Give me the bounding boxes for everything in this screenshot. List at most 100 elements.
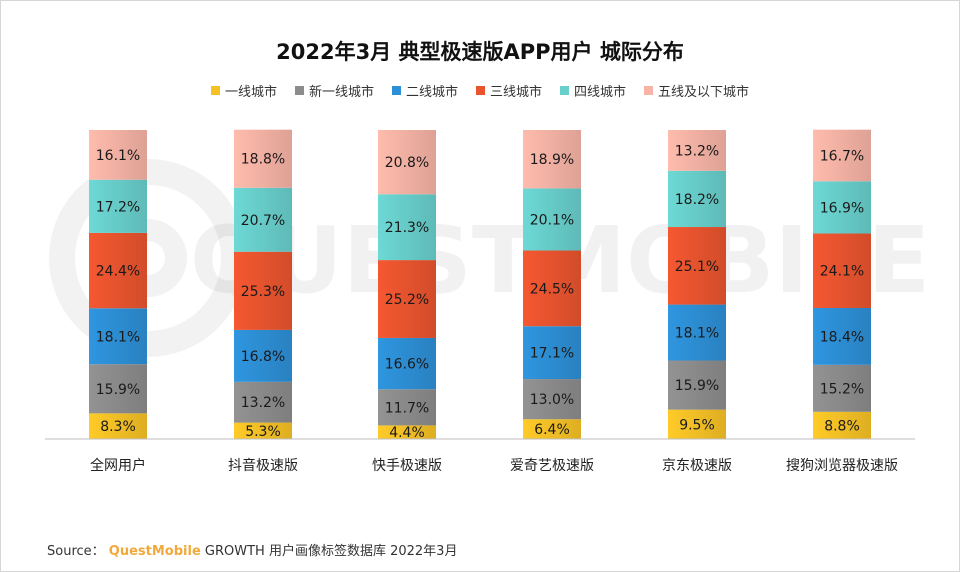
legend-label: 二线城市: [405, 85, 458, 100]
legend-item: 三线城市: [476, 81, 542, 100]
data-label: 18.1%: [675, 326, 719, 342]
data-label: 18.2%: [675, 192, 719, 208]
source-note: Source： QuestMobile GROWTH 用户画像标签数据库 202…: [47, 540, 457, 559]
bar-segment: [813, 364, 871, 412]
legend-label: 三线城市: [490, 85, 543, 100]
data-label: 18.8%: [241, 152, 285, 168]
source-brand: QuestMobile: [108, 544, 201, 559]
source-prefix: Source：: [47, 544, 105, 559]
data-label: 20.7%: [241, 213, 285, 229]
legend-swatch: [644, 86, 654, 95]
data-label: 5.3%: [245, 424, 281, 440]
data-label: 16.7%: [820, 148, 864, 164]
legend-item: 四线城市: [560, 81, 626, 100]
x-tick-label: 快手极速版: [372, 458, 442, 474]
legend-swatch: [294, 86, 304, 95]
bar-segment: [668, 409, 726, 439]
data-label: 17.1%: [530, 346, 574, 362]
data-label: 6.4%: [534, 422, 570, 438]
bar-segment: [378, 389, 436, 426]
bar-segment: [234, 422, 292, 439]
x-tick-label: 爱奇艺极速版: [510, 457, 594, 474]
bar-segment: [813, 411, 871, 439]
data-label: 20.8%: [385, 155, 429, 171]
data-label: 16.8%: [241, 349, 285, 365]
bar-segment: [668, 170, 726, 228]
legend-label: 四线城市: [574, 85, 627, 100]
data-label: 18.1%: [96, 329, 140, 345]
bar-segment: [378, 130, 436, 195]
data-label: 16.1%: [96, 148, 140, 164]
data-label: 17.2%: [96, 199, 140, 215]
data-label: 8.3%: [100, 419, 136, 435]
data-label: 8.8%: [824, 418, 860, 434]
data-label: 15.9%: [675, 378, 719, 394]
data-label: 21.3%: [385, 220, 429, 236]
data-label: 25.2%: [385, 292, 429, 308]
data-label: 18.9%: [530, 152, 574, 168]
x-tick-label: 京东极速版: [662, 458, 732, 474]
legend-swatch: [476, 86, 485, 95]
chart-legend: 一线城市 新一线城市 二线城市 三线城市 四线城市 五线及以下城市: [0, 81, 960, 100]
bar-segment: [89, 130, 147, 180]
bar-segment: [378, 260, 436, 338]
data-label: 15.9%: [96, 382, 140, 398]
data-label: 20.1%: [530, 212, 574, 228]
source-text: GROWTH 用户画像标签数据库 2022年3月: [204, 544, 458, 559]
legend-swatch: [391, 86, 401, 95]
bar-segment: [234, 251, 292, 330]
bar-segment: [89, 308, 147, 365]
legend-label: 一线城市: [224, 85, 277, 100]
bar-segment: [89, 179, 147, 233]
data-label: 16.9%: [820, 200, 864, 216]
x-tick-label: 抖音极速版: [228, 457, 298, 474]
bar-segment: [234, 187, 292, 252]
bar-segment: [378, 194, 436, 261]
bar-segment: [813, 233, 871, 308]
bar-segment: [668, 227, 726, 305]
bar-segment: [668, 130, 726, 171]
bar-segment: [813, 307, 871, 365]
bar-segment: [89, 232, 147, 309]
data-label: 13.0%: [530, 392, 574, 408]
x-tick-label: 搜狗浏览器极速版: [786, 458, 898, 474]
bar-segment: [378, 425, 436, 439]
data-label: 24.5%: [530, 281, 574, 297]
data-label: 11.7%: [385, 400, 429, 416]
legend-swatch: [210, 86, 220, 95]
data-label: 13.2%: [241, 395, 285, 411]
data-label: 4.4%: [389, 425, 425, 441]
data-label: 18.4%: [820, 329, 864, 345]
bar-segment: [523, 379, 581, 420]
data-label: 13.2%: [675, 143, 719, 159]
bar-segment: [234, 381, 292, 423]
legend-item: 一线城市: [210, 81, 277, 100]
bar-segment: [523, 250, 581, 327]
bar-segment: [523, 419, 581, 439]
data-label: 25.3%: [241, 284, 285, 300]
bar-segment: [234, 129, 292, 188]
bar-segment: [523, 326, 581, 380]
legend-item: 二线城市: [391, 81, 458, 100]
legend-item: 五线及以下城市: [644, 81, 749, 100]
bar-segment: [89, 364, 147, 414]
bar-segment: [523, 188, 581, 251]
bar-segment: [378, 337, 436, 390]
data-label: 15.2%: [820, 381, 864, 397]
legend-label: 五线及以下城市: [658, 85, 750, 100]
bar-segment: [813, 181, 871, 234]
data-label: 24.1%: [820, 264, 864, 280]
data-label: 16.6%: [385, 357, 429, 373]
bar-segment: [668, 304, 726, 361]
bar-segment: [668, 360, 726, 410]
data-label: 25.1%: [675, 259, 719, 275]
x-tick-label: 全网用户: [90, 457, 146, 474]
bar-segment: [89, 413, 147, 439]
legend-label: 新一线城市: [308, 85, 374, 100]
data-label: 9.5%: [679, 417, 715, 433]
chart-title: 2022年3月 典型极速版APP用户 城际分布: [276, 40, 684, 64]
bar-segment: [234, 329, 292, 382]
legend-item: 新一线城市: [294, 81, 374, 100]
legend-swatch: [560, 86, 570, 95]
